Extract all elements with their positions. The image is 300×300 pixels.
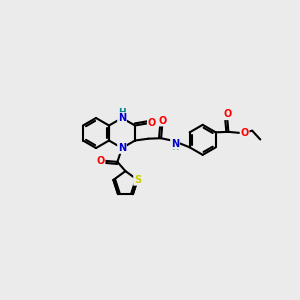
Text: O: O <box>96 156 105 166</box>
Text: O: O <box>148 118 156 128</box>
Text: N: N <box>171 139 179 149</box>
Text: H: H <box>171 143 179 152</box>
Text: S: S <box>134 175 141 185</box>
Text: N: N <box>118 113 126 123</box>
Text: N: N <box>118 143 126 153</box>
Text: O: O <box>240 128 249 138</box>
Text: O: O <box>158 116 166 126</box>
Text: H: H <box>118 108 126 117</box>
Text: O: O <box>223 109 231 119</box>
